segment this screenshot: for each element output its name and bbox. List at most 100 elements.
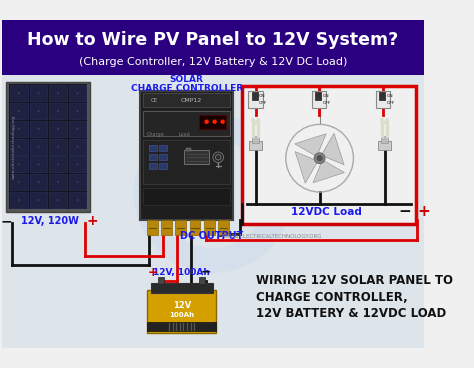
Text: 12V, 100Ah: 12V, 100Ah	[153, 268, 210, 277]
Bar	[252, 136, 259, 143]
Text: WIRING 12V SOLAR PANEL TO: WIRING 12V SOLAR PANEL TO	[255, 275, 453, 287]
Text: OFF: OFF	[259, 101, 267, 105]
Bar	[10, 85, 28, 101]
Circle shape	[204, 120, 209, 124]
Bar	[69, 156, 86, 173]
Circle shape	[57, 110, 59, 112]
Circle shape	[18, 163, 20, 166]
Bar	[10, 103, 28, 119]
Polygon shape	[295, 134, 326, 156]
Bar	[29, 139, 47, 155]
Polygon shape	[295, 152, 318, 183]
Bar	[204, 220, 215, 235]
Bar	[376, 91, 390, 108]
Bar	[49, 103, 67, 119]
Circle shape	[76, 110, 79, 112]
Text: CE: CE	[151, 98, 158, 103]
Text: (Charge Controller, 12V Battery & 12V DC Load): (Charge Controller, 12V Battery & 12V DC…	[79, 57, 347, 67]
Text: 12V BATTERY & 12VDC LOAD: 12V BATTERY & 12VDC LOAD	[255, 307, 446, 319]
Bar	[249, 141, 262, 150]
Bar	[29, 121, 47, 137]
Bar	[186, 148, 191, 151]
Bar	[10, 174, 28, 190]
Circle shape	[18, 92, 20, 94]
Bar	[184, 150, 210, 164]
Circle shape	[76, 181, 79, 183]
Text: 12V: 12V	[173, 301, 191, 309]
Text: −: −	[0, 215, 12, 229]
Circle shape	[37, 110, 39, 112]
Circle shape	[37, 163, 39, 166]
Bar	[49, 139, 67, 155]
Circle shape	[57, 128, 59, 130]
Circle shape	[76, 199, 79, 201]
Bar	[190, 220, 201, 235]
Bar	[10, 121, 28, 137]
Bar	[49, 85, 67, 101]
Circle shape	[213, 152, 224, 163]
Circle shape	[18, 199, 20, 201]
Bar	[10, 156, 28, 173]
Bar	[144, 139, 230, 184]
Text: www.electricaltechnology.org: www.electricaltechnology.org	[11, 114, 16, 179]
Text: ON: ON	[322, 94, 329, 98]
Bar	[49, 121, 67, 137]
Bar	[29, 103, 47, 119]
Circle shape	[212, 120, 217, 124]
Bar	[159, 163, 167, 169]
Bar	[149, 154, 157, 160]
Circle shape	[18, 146, 20, 148]
Bar	[218, 220, 229, 235]
Circle shape	[314, 153, 325, 163]
Bar	[10, 192, 28, 208]
Bar	[252, 92, 258, 100]
Text: ON: ON	[386, 94, 393, 98]
Bar	[2, 75, 424, 348]
Bar	[175, 220, 186, 235]
Bar	[159, 145, 167, 151]
Bar	[151, 283, 213, 293]
Bar	[147, 290, 217, 333]
Bar	[29, 174, 47, 190]
Circle shape	[57, 146, 59, 148]
Polygon shape	[313, 160, 345, 183]
Circle shape	[220, 120, 225, 124]
Bar	[49, 156, 67, 173]
Bar	[10, 139, 28, 155]
Bar	[69, 192, 86, 208]
Bar	[149, 163, 157, 169]
Circle shape	[37, 199, 39, 201]
Bar	[158, 277, 164, 284]
Bar	[140, 92, 233, 220]
Text: ON: ON	[259, 94, 266, 98]
Bar	[69, 174, 86, 190]
Bar	[147, 220, 158, 235]
Bar	[381, 136, 388, 143]
Circle shape	[57, 163, 59, 166]
Bar	[311, 91, 326, 108]
Text: OFF: OFF	[322, 101, 331, 105]
Text: OFF: OFF	[386, 101, 395, 105]
Polygon shape	[321, 133, 344, 165]
Circle shape	[57, 199, 59, 201]
Circle shape	[57, 181, 59, 183]
Circle shape	[57, 92, 59, 94]
Text: Charge: Charge	[147, 132, 164, 137]
Text: Load: Load	[179, 132, 190, 137]
Bar	[248, 91, 263, 108]
Bar	[144, 188, 230, 205]
Circle shape	[76, 146, 79, 148]
Circle shape	[76, 92, 79, 94]
Bar	[69, 121, 86, 137]
Bar	[161, 220, 172, 235]
Circle shape	[76, 163, 79, 166]
Bar	[378, 141, 391, 150]
Bar	[147, 322, 217, 331]
Text: 100Ah: 100Ah	[169, 312, 194, 318]
Bar	[2, 20, 424, 75]
Circle shape	[76, 128, 79, 130]
Text: 12V, 120W: 12V, 120W	[21, 216, 79, 226]
Bar	[69, 103, 86, 119]
Bar	[69, 85, 86, 101]
Text: −: −	[201, 266, 211, 279]
